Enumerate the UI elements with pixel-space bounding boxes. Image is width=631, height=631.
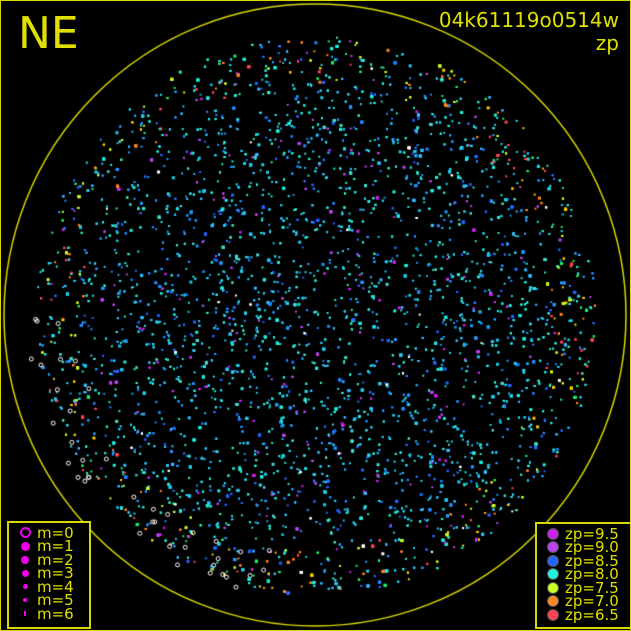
zp-label: zp=8.5 [565,551,619,570]
magnitude-legend: m=0 m=1 m=2 m=3 m=4 m=5 m=6 [7,521,91,629]
zp-legend-item: zp=8.5 [541,551,626,570]
magnitude-label: m=0 [37,523,74,542]
observation-id: 04k61119o0514w [438,8,619,32]
magnitude-symbol-icon [13,527,37,539]
magnitude-symbol-icon [13,555,37,564]
magnitude-label: m=3 [37,564,74,583]
magnitude-legend-item: m=3 [13,564,85,583]
magnitude-legend-item: m=5 [13,591,85,610]
direction-label: NE [18,8,79,59]
magnitude-symbol-icon [13,569,37,577]
magnitude-legend-item: m=4 [13,577,85,596]
zp-legend-item: zp=6.5 [541,605,626,624]
magnitude-label: m=4 [37,577,74,596]
zp-color-swatch-icon [541,582,565,593]
zp-legend-item: zp=8.0 [541,565,626,584]
zp-color-swatch-icon [541,609,565,620]
zp-legend-item: zp=9.0 [541,538,626,557]
zp-label: zp=9.0 [565,538,619,557]
zp-label: zp=9.5 [565,524,619,543]
zp-label: zp=8.0 [565,565,619,584]
magnitude-symbol-icon [13,598,37,603]
magnitude-symbol-icon [13,541,37,551]
zp-legend-item: zp=7.5 [541,578,626,597]
magnitude-label: m=1 [37,537,74,556]
magnitude-legend-item: m=0 [13,523,85,542]
zp-legend: zp=9.5 zp=9.0 zp=8.5 zp=8.0 zp=7.5 zp=7.0 zp=6… [535,522,631,629]
magnitude-label: m=5 [37,591,74,610]
zp-label: zp=6.5 [565,605,619,624]
magnitude-symbol-icon [13,584,37,590]
magnitude-legend-item: m=2 [13,550,85,569]
zp-color-swatch-icon [541,542,565,553]
zp-color-swatch-icon [541,555,565,566]
zp-legend-item: zp=7.0 [541,592,626,611]
magnitude-legend-item: m=6 [13,604,85,623]
color-mode-label: zp [595,31,619,55]
zp-label: zp=7.0 [565,592,619,611]
magnitude-label: m=2 [37,550,74,569]
zp-color-swatch-icon [541,569,565,580]
zp-color-swatch-icon [541,528,565,539]
zp-color-swatch-icon [541,596,565,607]
magnitude-legend-item: m=1 [13,537,85,556]
magnitude-label: m=6 [37,604,74,623]
zp-label: zp=7.5 [565,578,619,597]
zp-legend-item: zp=9.5 [541,524,626,543]
magnitude-symbol-icon [13,611,37,617]
